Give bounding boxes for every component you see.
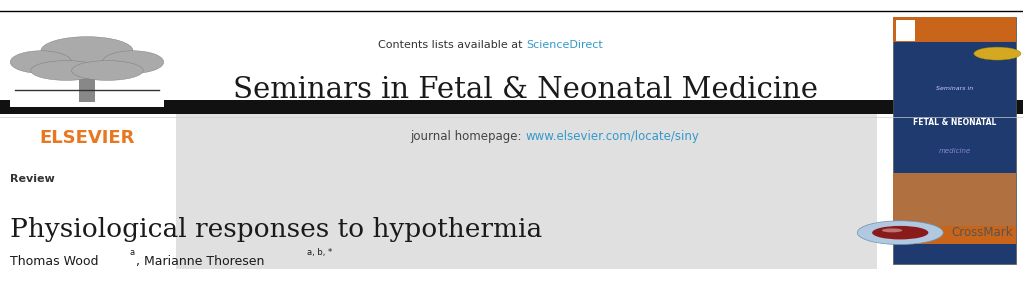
Bar: [893, 226, 1016, 244]
Text: CrossMark: CrossMark: [951, 226, 1013, 239]
Text: a: a: [130, 248, 135, 257]
Ellipse shape: [72, 61, 143, 80]
Text: Contents lists available at: Contents lists available at: [377, 40, 526, 50]
Text: www.elsevier.com/locate/siny: www.elsevier.com/locate/siny: [526, 130, 700, 143]
Text: Seminars in: Seminars in: [936, 86, 973, 91]
Bar: [880, 114, 1023, 269]
Circle shape: [974, 47, 1021, 60]
Text: Seminars in Fetal & Neonatal Medicine: Seminars in Fetal & Neonatal Medicine: [233, 76, 818, 104]
Text: ELSEVIER: ELSEVIER: [39, 129, 135, 147]
Ellipse shape: [41, 37, 133, 65]
Ellipse shape: [102, 51, 164, 73]
Text: Thomas Wood: Thomas Wood: [10, 255, 102, 268]
Bar: [0, 114, 176, 269]
Bar: [10, 20, 164, 107]
Text: a, b, *: a, b, *: [307, 248, 332, 257]
Bar: [79, 73, 95, 102]
Bar: [896, 20, 915, 41]
Circle shape: [857, 221, 943, 244]
Ellipse shape: [31, 61, 102, 80]
Ellipse shape: [872, 226, 929, 239]
Ellipse shape: [882, 228, 902, 232]
Ellipse shape: [10, 51, 72, 73]
Text: , Marianne Thoresen: , Marianne Thoresen: [136, 255, 269, 268]
Text: medicine: medicine: [938, 148, 971, 154]
Text: Physiological responses to hypothermia: Physiological responses to hypothermia: [10, 217, 542, 242]
Bar: [893, 17, 1016, 42]
Bar: [0, 100, 1023, 114]
Text: FETAL & NEONATAL: FETAL & NEONATAL: [913, 118, 996, 127]
Text: journal homepage:: journal homepage:: [410, 130, 526, 143]
Text: Review: Review: [10, 174, 55, 184]
Bar: [893, 173, 1016, 235]
Bar: [893, 17, 1016, 264]
Text: ScienceDirect: ScienceDirect: [526, 40, 603, 50]
Bar: [176, 114, 877, 269]
